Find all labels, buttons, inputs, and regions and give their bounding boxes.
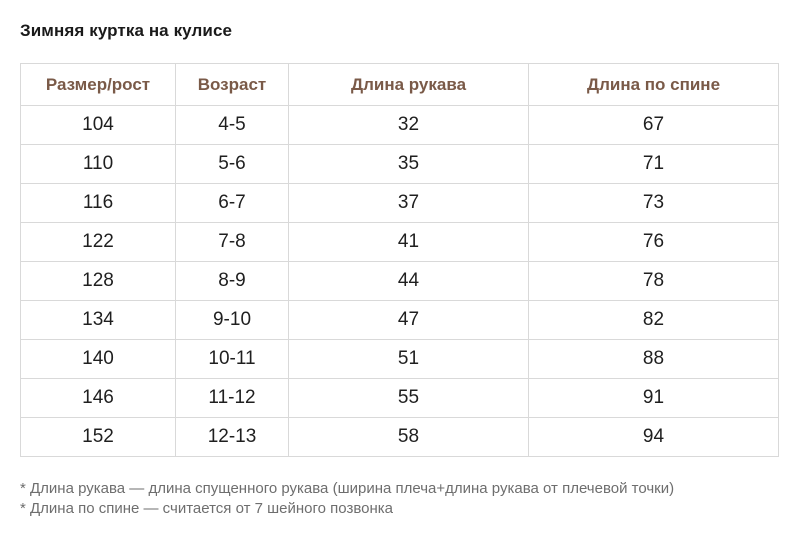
header-sleeve-length: Длина рукава [288, 63, 529, 106]
cell-back-length: 82 [528, 300, 779, 340]
cell-back-length: 71 [528, 144, 779, 184]
cell-sleeve-length: 32 [288, 105, 529, 145]
cell-age: 4-5 [175, 105, 289, 145]
footnote-back: * Длина по спине — считается от 7 шейног… [20, 500, 394, 517]
cell-back-length: 94 [528, 417, 779, 457]
cell-age: 9-10 [175, 300, 289, 340]
cell-back-length: 76 [528, 222, 779, 262]
header-back-length: Длина по спине [528, 63, 779, 106]
size-chart-table: Размер/рост Возраст Длина рукава Длина п… [20, 63, 779, 457]
table-row: 152 12-13 58 94 [20, 417, 779, 457]
cell-sleeve-length: 47 [288, 300, 529, 340]
cell-size-height: 140 [20, 339, 176, 379]
cell-size-height: 128 [20, 261, 176, 301]
cell-size-height: 110 [20, 144, 176, 184]
cell-age: 8-9 [175, 261, 289, 301]
cell-age: 7-8 [175, 222, 289, 262]
cell-sleeve-length: 55 [288, 378, 529, 418]
cell-sleeve-length: 44 [288, 261, 529, 301]
table-row: 140 10-11 51 88 [20, 339, 779, 379]
cell-back-length: 73 [528, 183, 779, 223]
cell-size-height: 122 [20, 222, 176, 262]
table-row: 128 8-9 44 78 [20, 261, 779, 301]
table-row: 104 4-5 32 67 [20, 105, 779, 145]
table-header-row: Размер/рост Возраст Длина рукава Длина п… [20, 63, 779, 106]
header-age: Возраст [175, 63, 289, 106]
cell-back-length: 67 [528, 105, 779, 145]
cell-age: 12-13 [175, 417, 289, 457]
cell-sleeve-length: 51 [288, 339, 529, 379]
cell-size-height: 116 [20, 183, 176, 223]
cell-size-height: 134 [20, 300, 176, 340]
table-body: 104 4-5 32 67 110 5-6 35 71 116 6-7 37 73 122 7-8 41 76… [20, 105, 779, 457]
table-row: 134 9-10 47 82 [20, 300, 779, 340]
cell-back-length: 88 [528, 339, 779, 379]
cell-sleeve-length: 58 [288, 417, 529, 457]
table-row: 116 6-7 37 73 [20, 183, 779, 223]
cell-size-height: 152 [20, 417, 176, 457]
cell-age: 5-6 [175, 144, 289, 184]
cell-age: 6-7 [175, 183, 289, 223]
cell-age: 11-12 [175, 378, 289, 418]
footnotes: * Длина рукава — длина спущенного рукава… [20, 479, 674, 519]
page-title: Зимняя куртка на кулисе [20, 21, 233, 40]
table-row: 110 5-6 35 71 [20, 144, 779, 184]
table-row: 122 7-8 41 76 [20, 222, 779, 262]
footnote-sleeve: * Длина рукава — длина спущенного рукава… [20, 480, 675, 497]
cell-size-height: 146 [20, 378, 176, 418]
cell-age: 10-11 [175, 339, 289, 379]
cell-back-length: 78 [528, 261, 779, 301]
cell-sleeve-length: 37 [288, 183, 529, 223]
table-row: 146 11-12 55 91 [20, 378, 779, 418]
cell-sleeve-length: 35 [288, 144, 529, 184]
cell-size-height: 104 [20, 105, 176, 145]
header-size-height: Размер/рост [20, 63, 176, 106]
cell-back-length: 91 [528, 378, 779, 418]
cell-sleeve-length: 41 [288, 222, 529, 262]
